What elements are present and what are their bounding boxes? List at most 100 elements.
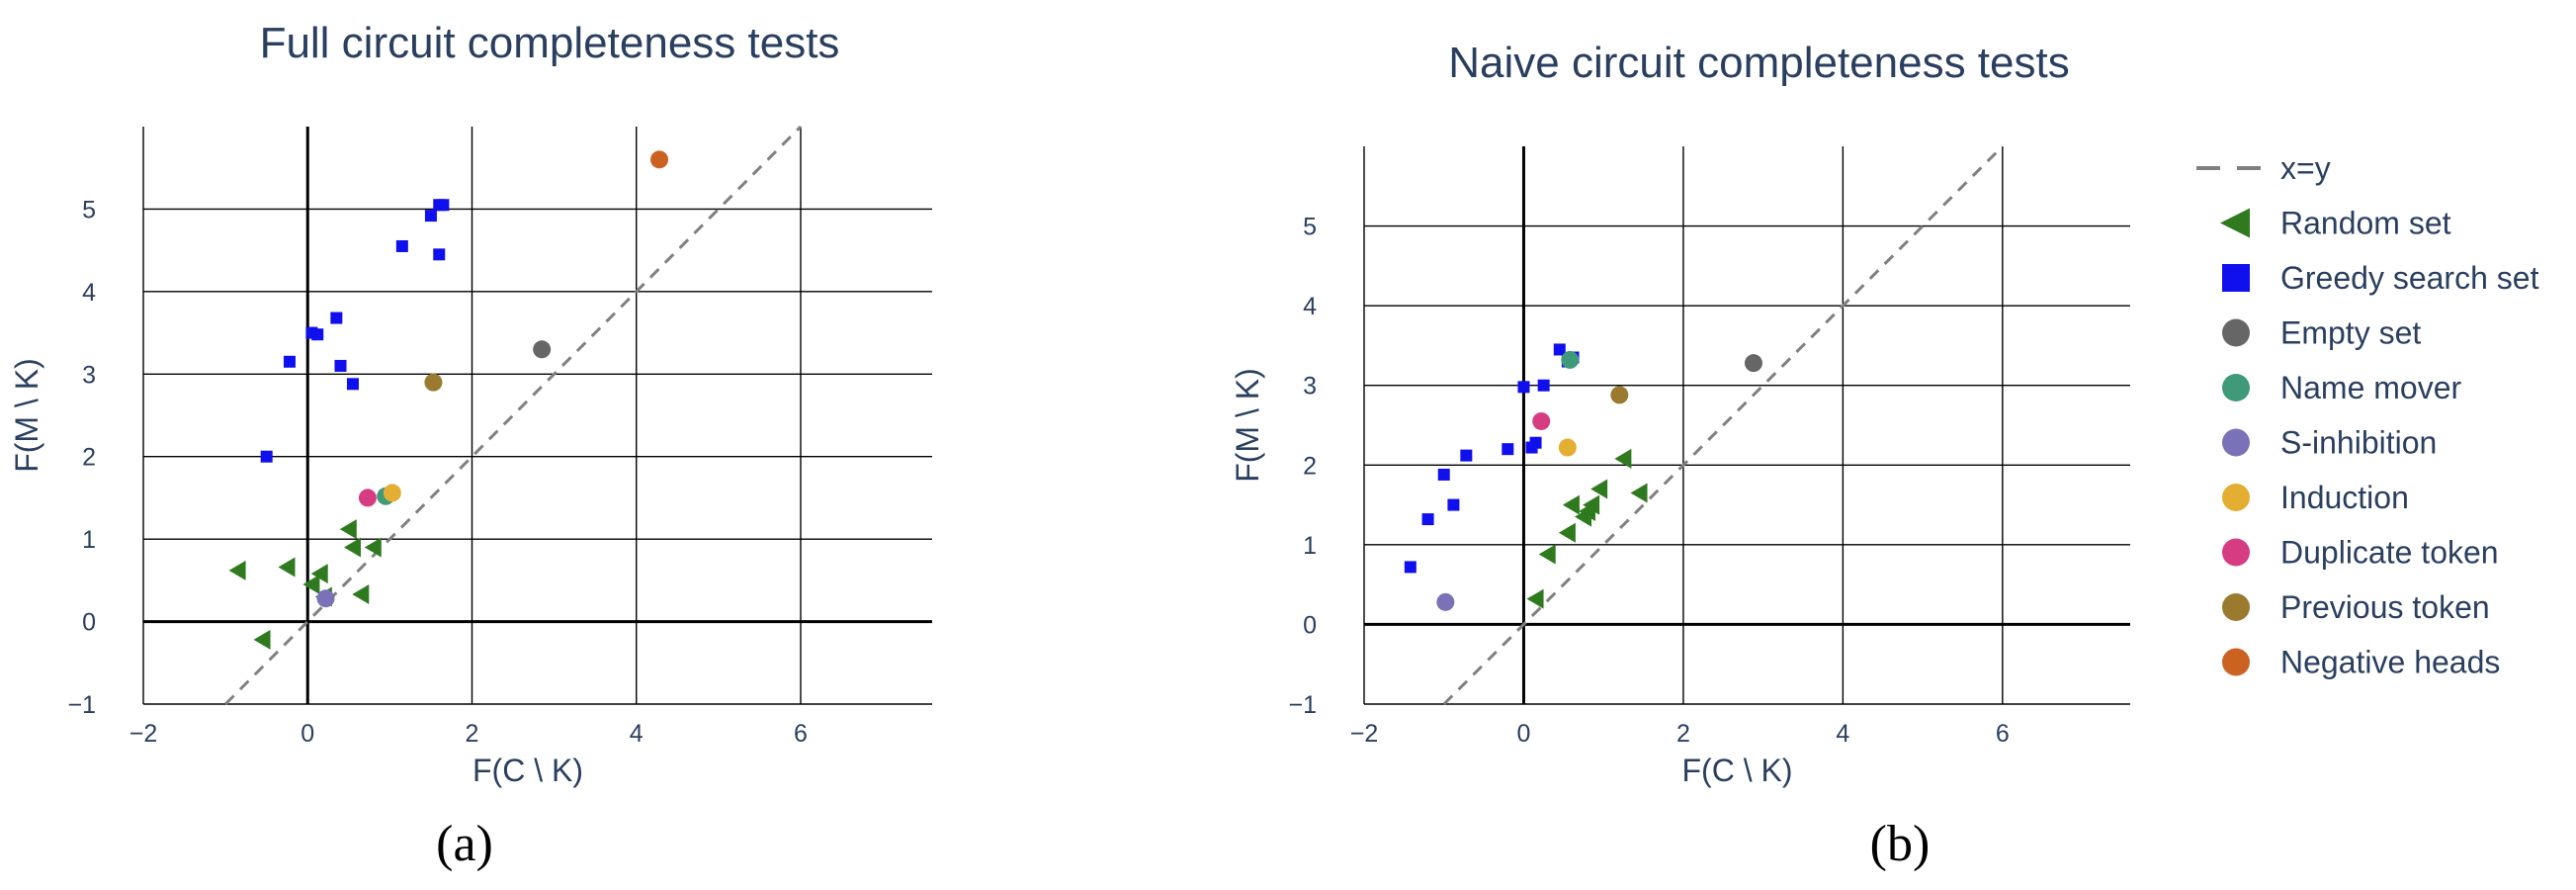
point-s-inhibition — [316, 589, 335, 608]
point-greedy-search-set — [1404, 561, 1417, 574]
point-greedy-search-set — [1517, 381, 1530, 394]
legend-item-x-y: x=y — [2196, 150, 2331, 186]
legend-item-empty-set: Empty set — [2222, 315, 2421, 351]
legend-item-greedy-search-set: Greedy search set — [2222, 260, 2539, 296]
point-random-set — [1562, 494, 1580, 515]
point-previous-token — [424, 373, 443, 392]
point-random-set — [1590, 479, 1608, 499]
point-random-set — [1558, 522, 1576, 543]
series-x-y — [224, 125, 803, 706]
x-tick-label: 4 — [1836, 720, 1849, 748]
y-tick-label: 4 — [82, 279, 96, 307]
point-random-set — [1630, 483, 1648, 503]
panel-b-naive-circuit: −2 0 2 4 6 −1 0 1 2 3 4 5 Naive circuit completeness… — [1230, 39, 2130, 872]
legend-label: x=y — [2280, 150, 2331, 186]
panel-caption: (a) — [436, 816, 493, 872]
point-random-set — [253, 629, 271, 650]
point-duplicate-token — [358, 489, 377, 507]
legend-swatch — [2222, 428, 2250, 457]
point-greedy-search-set — [1460, 449, 1473, 462]
legend-item-s-inhibition: S-inhibition — [2222, 425, 2437, 461]
point-greedy-search-set — [424, 210, 437, 222]
y-tick-label: 1 — [82, 526, 96, 554]
legend-swatch — [2222, 648, 2250, 676]
x-tick-label: 6 — [1996, 720, 2010, 748]
x-tick-label: 4 — [630, 720, 644, 748]
legend-item-duplicate-token: Duplicate token — [2222, 535, 2499, 571]
point-random-set — [352, 584, 370, 605]
y-tick-label: 5 — [1303, 214, 1317, 241]
x-tick-label: 2 — [1676, 720, 1690, 748]
point-random-set — [1614, 448, 1632, 469]
point-greedy-search-set — [311, 328, 324, 341]
point-induction — [1558, 438, 1577, 457]
series-previous-token — [424, 373, 443, 392]
legend-label: S-inhibition — [2280, 425, 2437, 461]
y-tick-label: 0 — [1303, 611, 1317, 639]
point-negative-heads — [650, 150, 669, 169]
y-tick-label: −1 — [67, 691, 96, 719]
legend-label: Negative heads — [2280, 645, 2500, 680]
point-greedy-search-set — [1553, 343, 1566, 356]
point-greedy-search-set — [346, 378, 359, 391]
point-greedy-search-set — [437, 199, 450, 212]
legend-item-induction: Induction — [2222, 480, 2409, 515]
legend-label: Previous token — [2280, 589, 2490, 625]
point-empty-set — [533, 340, 552, 359]
legend-label: Empty set — [2280, 315, 2421, 351]
xy-diagonal-line — [224, 125, 803, 706]
y-tick-label: 2 — [82, 444, 96, 472]
point-random-set — [364, 537, 382, 558]
point-random-set — [1583, 494, 1600, 515]
legend-swatch — [2222, 374, 2250, 401]
y-tick-label: 3 — [82, 361, 96, 389]
point-random-set — [278, 557, 296, 578]
legend: x=y Random set Greedy search set Empty set N… — [2196, 150, 2539, 680]
series-duplicate-token — [1532, 411, 1551, 430]
x-tick-label: 6 — [794, 720, 808, 748]
point-induction — [383, 484, 401, 502]
series-induction — [383, 484, 401, 502]
point-empty-set — [1744, 354, 1762, 373]
point-random-set — [1526, 588, 1544, 609]
point-random-set — [1538, 544, 1556, 565]
y-axis-label: F(M \ K) — [9, 358, 44, 473]
point-greedy-search-set — [1437, 468, 1450, 481]
x-tick-label: −2 — [1350, 720, 1379, 748]
x-axis-label: F(C \ K) — [1682, 753, 1793, 788]
x-axis-label: F(C \ K) — [472, 753, 583, 788]
x-tick-label: 2 — [466, 720, 479, 748]
x-tick-label: 0 — [1517, 720, 1531, 748]
x-tick-label: 0 — [301, 720, 314, 748]
y-tick-label: 0 — [82, 609, 96, 637]
legend-label: Duplicate token — [2280, 535, 2499, 571]
y-axis-label: F(M \ K) — [1230, 368, 1265, 483]
point-random-set — [310, 564, 328, 584]
chart-title: Naive circuit completeness tests — [1448, 39, 2069, 87]
point-s-inhibition — [1436, 592, 1455, 611]
legend-swatch — [2222, 318, 2250, 347]
series-x-y — [1442, 144, 2004, 706]
legend-label: Induction — [2280, 480, 2409, 515]
point-greedy-search-set — [1529, 436, 1542, 449]
panel-caption: (b) — [1870, 816, 1931, 872]
point-random-set — [343, 537, 361, 558]
grid-lines — [142, 127, 932, 705]
y-tick-label: 2 — [1303, 452, 1317, 480]
series-s-inhibition — [316, 589, 335, 608]
legend-item-random-set: Random set — [2220, 206, 2451, 241]
y-tick-label: 3 — [1303, 373, 1317, 400]
point-random-set — [339, 519, 357, 540]
point-greedy-search-set — [260, 450, 273, 463]
legend-item-previous-token: Previous token — [2222, 589, 2490, 625]
point-greedy-search-set — [433, 248, 446, 261]
point-duplicate-token — [1532, 411, 1551, 430]
series-previous-token — [1610, 386, 1629, 404]
point-previous-token — [1610, 386, 1629, 404]
point-random-set — [302, 575, 320, 595]
legend-item-name-mover: Name mover — [2222, 370, 2462, 405]
xy-diagonal-line — [1442, 144, 2004, 706]
series-induction — [1558, 438, 1577, 457]
series-greedy-search-set — [1404, 343, 1580, 574]
